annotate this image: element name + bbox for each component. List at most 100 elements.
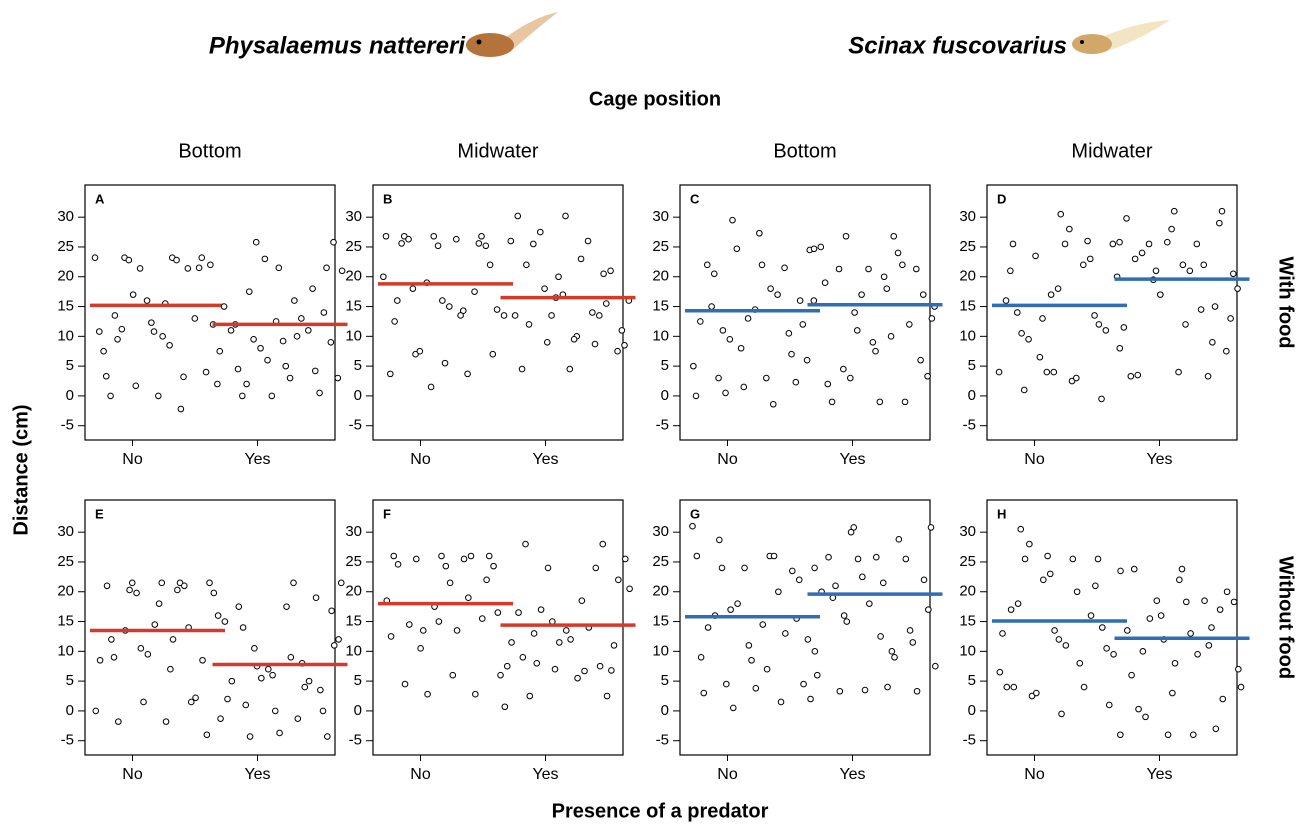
data-point [758, 261, 766, 269]
data-point [391, 318, 398, 325]
data-point [1091, 312, 1098, 319]
data-point [556, 639, 563, 646]
y-tick-label: 5 [66, 672, 74, 689]
data-point [276, 729, 283, 737]
data-point [1218, 207, 1226, 215]
data-point [416, 347, 424, 355]
data-point [584, 237, 592, 245]
data-point [621, 555, 629, 563]
data-point [417, 645, 424, 652]
data-point [919, 291, 927, 298]
data-point [697, 318, 704, 325]
data-point [879, 579, 887, 587]
data-point [570, 336, 578, 343]
data-point [162, 718, 170, 725]
data-point [235, 603, 243, 610]
data-point [184, 265, 192, 272]
data-point [191, 315, 199, 322]
data-point [464, 370, 471, 378]
data-point [589, 309, 596, 316]
data-point [996, 668, 1004, 676]
data-point [92, 707, 100, 715]
y-tick-label: -5 [656, 417, 669, 434]
x-tick-label: Yes [1146, 451, 1172, 468]
species-title: Scinax fuscovarius [848, 32, 1067, 59]
data-point [151, 621, 159, 628]
data-point [518, 365, 526, 373]
panel-label: G [690, 506, 700, 521]
data-point [1039, 315, 1046, 322]
data-point [228, 677, 236, 685]
data-point [700, 689, 708, 697]
data-point [1032, 252, 1039, 260]
data-point [234, 365, 242, 373]
x-tick-label: Yes [839, 766, 865, 783]
data-point [187, 698, 195, 706]
data-point [387, 370, 394, 378]
y-tick-label: 20 [959, 583, 976, 600]
data-point [1026, 540, 1033, 548]
data-point [96, 328, 103, 335]
data-point [602, 300, 610, 307]
data-point [792, 378, 800, 386]
data-point [1204, 372, 1212, 380]
y-tick-label: 5 [66, 357, 74, 374]
data-point [91, 254, 99, 261]
y-tick-label: 10 [57, 327, 74, 344]
data-point [409, 285, 417, 292]
data-point [840, 365, 847, 373]
y-tick-label: 30 [652, 208, 669, 225]
data-point [1002, 297, 1010, 304]
data-point [478, 232, 485, 240]
data-point [252, 238, 260, 246]
data-point [1171, 659, 1179, 667]
species-title: Physalaemus nattereri [209, 32, 466, 59]
data-point [924, 372, 931, 380]
data-point [895, 536, 903, 543]
data-point [1098, 395, 1105, 403]
column-group-title: Cage position [589, 88, 721, 110]
data-point [689, 522, 696, 530]
data-point [1178, 565, 1186, 573]
data-point [767, 285, 774, 292]
data-point [246, 733, 254, 740]
data-point [781, 264, 788, 272]
data-point [493, 306, 501, 313]
data-point [1062, 642, 1070, 649]
data-point [1216, 219, 1223, 227]
data-point [1182, 321, 1189, 328]
data-point [526, 692, 534, 700]
data-point [610, 642, 618, 649]
data-point [221, 618, 229, 625]
data-point [239, 624, 247, 631]
data-point [899, 261, 906, 269]
data-point [869, 338, 877, 346]
data-point [1200, 261, 1208, 269]
y-tick-label: 15 [57, 613, 74, 630]
y-tick-label: 0 [66, 702, 74, 719]
data-point [716, 536, 723, 544]
data-point [441, 359, 449, 367]
data-point [118, 325, 126, 333]
data-point [530, 630, 538, 637]
y-tick-label: 10 [959, 642, 976, 659]
data-point [804, 636, 812, 643]
data-point [508, 639, 515, 646]
data-point [719, 327, 727, 334]
data-point [176, 579, 184, 587]
data-point [1209, 338, 1216, 346]
data-point [566, 365, 574, 373]
data-point [220, 303, 228, 310]
data-point [1068, 377, 1076, 385]
y-tick-label: 15 [345, 613, 362, 630]
data-point [1146, 615, 1154, 622]
data-point [718, 564, 726, 572]
data-point [380, 273, 387, 281]
data-point [799, 321, 807, 328]
panel-label: D [997, 191, 1006, 206]
data-point [1028, 692, 1036, 700]
data-point [1223, 588, 1231, 596]
y-tick-label: 5 [968, 357, 976, 374]
data-point [286, 374, 294, 382]
data-point [729, 216, 736, 224]
